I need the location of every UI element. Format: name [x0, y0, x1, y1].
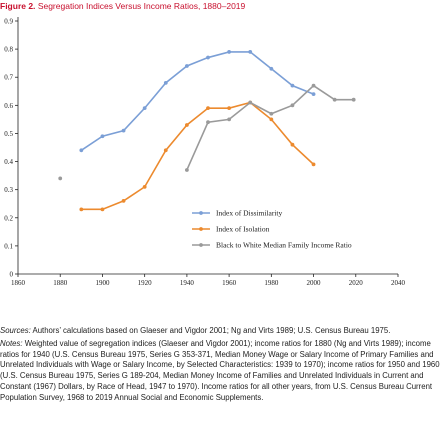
x-tick-label: 1860	[11, 279, 26, 287]
series-line	[80, 51, 314, 151]
x-tick-label: 1960	[222, 279, 237, 287]
figure-title-text: Segregation Indices Versus Income Ratios…	[37, 1, 246, 11]
data-point	[184, 168, 189, 172]
data-point	[163, 148, 168, 153]
data-point	[163, 80, 168, 85]
y-tick-label: 0.1	[4, 242, 13, 250]
notes-text: Weighted value of segregation indices (G…	[0, 338, 440, 402]
y-tick-label: 0	[10, 271, 14, 279]
data-point	[79, 207, 84, 212]
legend-label: Index of Dissimilarity	[216, 209, 282, 218]
y-tick-label: 0.5	[4, 130, 13, 138]
figure-title: Figure 2. Segregation Indices Versus Inc…	[0, 0, 440, 12]
data-point	[248, 50, 253, 54]
y-tick-label: 0.8	[4, 46, 13, 54]
data-point	[311, 83, 316, 88]
figure-notes: Sources: Authors’ calculations based on …	[0, 326, 440, 406]
data-point	[79, 148, 84, 153]
notes-paragraph: Notes: Weighted value of segregation ind…	[0, 339, 440, 404]
series-line	[186, 84, 354, 171]
x-tick-label: 2000	[307, 279, 322, 287]
legend-marker	[199, 243, 203, 247]
series-0	[79, 50, 316, 153]
y-tick-label: 0.9	[4, 18, 13, 26]
x-tick-label: 1900	[95, 279, 110, 287]
data-point	[206, 120, 210, 125]
y-tick-label: 0.3	[4, 186, 13, 194]
data-point	[332, 97, 337, 102]
sources-label: Sources:	[0, 326, 31, 335]
data-point	[184, 64, 189, 68]
series-line	[81, 101, 315, 211]
legend-label: Black to White Median Family Income Rati…	[216, 241, 352, 250]
data-point	[290, 142, 295, 147]
data-point	[58, 176, 63, 181]
data-point	[227, 50, 232, 54]
y-tick-label: 0.4	[4, 158, 13, 166]
data-point	[100, 207, 105, 212]
x-tick-label: 1980	[264, 279, 279, 287]
x-tick-label: 1940	[180, 279, 195, 287]
y-tick-label: 0.2	[4, 214, 13, 222]
sources-paragraph: Sources: Authors’ calculations based on …	[0, 326, 440, 337]
series-2	[58, 83, 356, 181]
data-point	[100, 134, 105, 139]
x-tick-label: 2020	[349, 279, 364, 287]
x-tick-label: 2040	[391, 279, 406, 287]
data-point	[311, 92, 316, 96]
data-point	[269, 111, 274, 116]
data-point	[206, 55, 210, 60]
notes-label: Notes:	[0, 338, 23, 348]
legend-marker	[199, 227, 203, 231]
data-point	[206, 106, 210, 111]
line-chart: 0 0.1 0.2 0.3 0.4 0.5 0.6 0.7 0.8 0.9 1860 1880 1900…	[4, 17, 406, 287]
data-point	[142, 106, 147, 111]
data-point	[121, 199, 126, 203]
data-point	[248, 100, 253, 105]
data-point	[142, 184, 147, 189]
y-tick-label: 0.6	[4, 102, 13, 110]
legend-marker	[199, 211, 203, 215]
data-point	[121, 128, 126, 133]
data-point	[227, 106, 232, 111]
series-1	[79, 100, 316, 212]
x-tick-label: 1920	[138, 279, 153, 287]
data-point	[269, 117, 274, 122]
data-point	[184, 123, 189, 127]
data-point	[290, 103, 295, 108]
data-point	[269, 66, 274, 71]
data-point	[290, 83, 295, 88]
data-point	[311, 162, 316, 167]
data-point	[351, 97, 356, 102]
sources-text: Authors’ calculations based on Glaeser a…	[30, 326, 391, 335]
y-tick-label: 0.7	[4, 74, 13, 82]
figure-label: Figure 2.	[0, 1, 36, 11]
data-point	[227, 117, 232, 122]
x-tick-label: 1880	[53, 279, 68, 287]
legend-label: Index of Isolation	[216, 225, 270, 234]
